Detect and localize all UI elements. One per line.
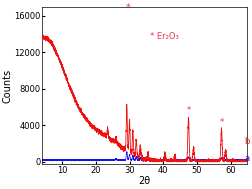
Text: *: * [125, 3, 130, 13]
Text: * Er₂O₃: * Er₂O₃ [149, 32, 178, 40]
Text: b: b [244, 137, 249, 146]
Text: *: * [218, 118, 223, 127]
Text: a: a [244, 154, 249, 163]
X-axis label: 2θ: 2θ [138, 176, 150, 186]
Text: *: * [186, 106, 190, 115]
Y-axis label: Counts: Counts [3, 69, 13, 103]
